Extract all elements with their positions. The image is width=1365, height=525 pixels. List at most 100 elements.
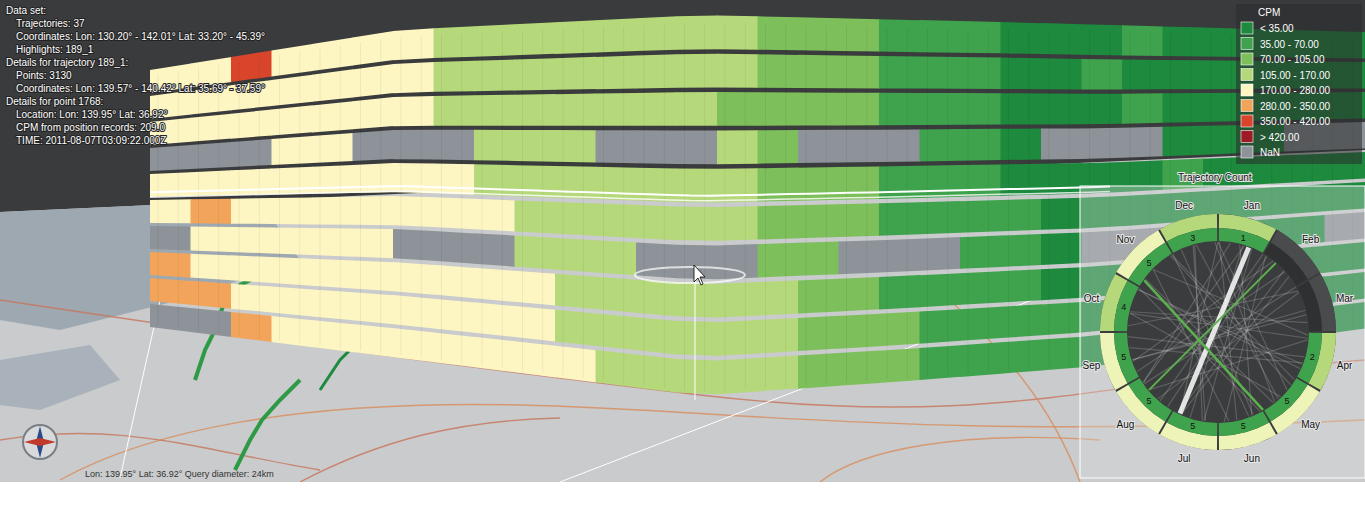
count-inner-segment <box>1114 281 1139 331</box>
wall-cell <box>596 130 637 163</box>
wall-cell <box>474 199 515 232</box>
count-label: 4 <box>1121 302 1126 312</box>
legend-swatch <box>1241 69 1253 81</box>
wall-cell <box>434 26 475 58</box>
info-item: Points: 3130 <box>16 70 72 81</box>
wall-cell <box>150 278 191 305</box>
wall-cell <box>839 55 880 88</box>
wall-cell <box>312 133 353 163</box>
wall-cell <box>839 240 880 274</box>
wall-cell <box>474 164 515 196</box>
wall-cell <box>150 172 191 197</box>
wall-cell <box>677 92 718 126</box>
wall-cell <box>1001 58 1042 90</box>
wall-cell <box>272 167 313 195</box>
wall-cell <box>1041 163 1082 195</box>
wall-texture <box>461 34 462 363</box>
map-plane <box>0 150 1365 482</box>
wall-texture <box>482 33 483 366</box>
wall-cell <box>960 93 1001 125</box>
legend-label: < 35.00 <box>1260 23 1294 34</box>
wall-cell <box>596 277 637 313</box>
wall-cell <box>474 24 515 56</box>
wall-cell <box>879 129 920 162</box>
wall-texture <box>1028 30 1029 369</box>
wall-cell <box>555 202 596 236</box>
wall-cell <box>798 130 839 163</box>
wall-cell <box>515 236 556 270</box>
wall-cell <box>636 130 677 164</box>
wall-cell <box>191 199 232 224</box>
wall-cell <box>1082 24 1123 55</box>
wall-cell <box>1041 337 1082 371</box>
wall-cell <box>717 15 758 49</box>
wall-cell <box>434 95 475 125</box>
wall-cell <box>960 21 1001 53</box>
wall-cell <box>839 93 880 126</box>
wall-texture <box>279 55 280 340</box>
legend-swatch <box>1241 38 1253 50</box>
info-panel: Data set:Trajectories: 37Coordinates: Lo… <box>6 5 265 146</box>
wall-cell <box>1041 302 1082 335</box>
point-pin <box>695 268 696 400</box>
wall-texture <box>907 27 908 378</box>
wall-cell <box>920 57 961 89</box>
sky <box>0 0 1365 482</box>
chord <box>1139 288 1260 411</box>
wall-cell <box>960 129 1001 161</box>
wall-cell <box>758 205 799 239</box>
wall-texture <box>725 23 726 390</box>
wall-cell <box>1041 93 1082 124</box>
radial-disc <box>1100 214 1336 450</box>
wall-cell <box>1163 26 1204 56</box>
wall-cell <box>272 257 313 286</box>
wall-cell <box>150 252 191 278</box>
wall-cell <box>555 238 596 273</box>
legend-swatch <box>1241 146 1253 158</box>
wall-cell <box>272 316 313 347</box>
wall-cell <box>677 207 718 241</box>
wall-cell <box>1001 340 1042 374</box>
wall-cell <box>231 169 272 196</box>
wall-cell <box>879 166 920 199</box>
wall-cell <box>231 227 272 254</box>
wall-cell <box>636 168 677 202</box>
wall-texture <box>522 31 523 370</box>
wall-cell <box>555 166 596 199</box>
legend-swatch <box>1241 53 1253 65</box>
count-inner-segment <box>1297 333 1322 383</box>
sea-area <box>0 345 120 410</box>
wall-cell <box>272 197 313 224</box>
wall-cell <box>150 145 191 171</box>
wall-texture <box>846 26 847 382</box>
wall-cell <box>393 328 434 362</box>
count-label: 2 <box>1310 352 1315 362</box>
wall-cell <box>191 114 232 142</box>
wall-cell <box>839 130 880 163</box>
wall-cell <box>312 289 353 320</box>
radial-title: Trajectory Count <box>1178 172 1252 183</box>
wall-cell <box>717 320 758 356</box>
month-label: Jan <box>1244 200 1260 211</box>
wall-texture <box>826 25 827 383</box>
wall-cell <box>353 229 394 259</box>
compass-needle <box>24 438 56 446</box>
wall-texture <box>502 32 503 368</box>
wall-cell <box>191 308 232 337</box>
wall-cell <box>596 350 637 387</box>
wall-cell <box>555 20 596 54</box>
wall-texture <box>239 61 240 335</box>
wall-cell <box>474 302 515 337</box>
wall-cell <box>1041 198 1082 230</box>
wall-cell <box>1082 128 1123 159</box>
legend-background <box>1236 4 1362 164</box>
wall-cell <box>677 359 718 394</box>
wall-texture <box>947 28 948 375</box>
wall-cell <box>393 96 434 126</box>
wall-cell <box>434 61 475 92</box>
chord-green <box>1149 263 1276 390</box>
legend-label: 35.00 - 70.00 <box>1260 39 1319 50</box>
wall-cell <box>798 279 839 314</box>
wall-cell <box>312 197 353 225</box>
wall-cell <box>960 307 1001 341</box>
